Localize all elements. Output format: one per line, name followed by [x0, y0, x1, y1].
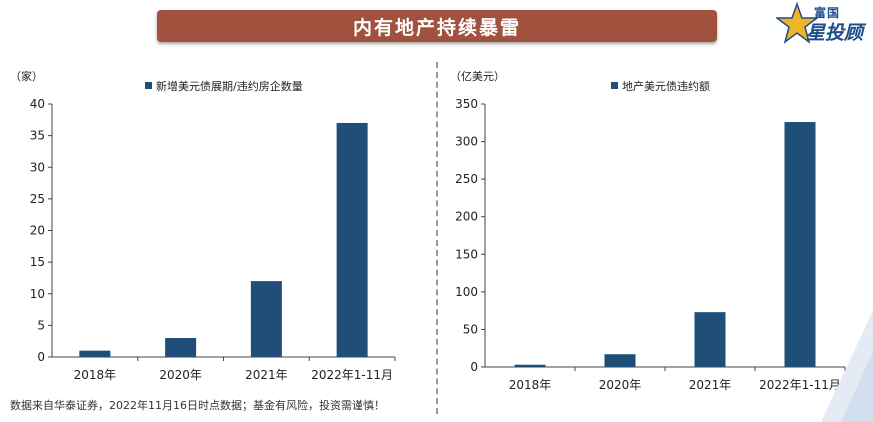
y-tick-label: 300	[455, 135, 478, 149]
y-tick-label: 100	[455, 285, 478, 299]
y-tick-label: 40	[30, 97, 45, 111]
decorative-shape	[821, 310, 873, 422]
legend-label: 地产美元债违约额	[622, 79, 710, 93]
x-tick-label: 2021年	[689, 378, 732, 392]
chart-left: （家） 新增美元债展期/违约房企数量 0 5 10 15 20 25 30 35 40 2018年 20…	[10, 69, 396, 382]
bar-2	[694, 312, 726, 367]
x-tick-label: 2018年	[509, 378, 552, 392]
logo-line2: 星投顾	[806, 22, 864, 44]
y-unit-label: （亿美元）	[450, 70, 505, 83]
x-tick-label: 2020年	[159, 368, 202, 382]
y-tick-label: 5	[37, 318, 45, 332]
bar-1	[604, 354, 636, 367]
y-tick-label: 35	[30, 129, 45, 143]
star-icon	[776, 2, 818, 44]
bar-0	[79, 350, 111, 357]
bar-3	[784, 122, 816, 367]
source-note: 数据来自华泰证券，2022年11月16日时点数据；基金有风险，投资需谨慎！	[10, 399, 385, 412]
x-tick-label: 2021年	[245, 368, 288, 382]
panel-divider	[436, 62, 438, 414]
legend-swatch	[145, 82, 152, 89]
y-tick-label: 200	[455, 210, 478, 224]
y-tick-label: 30	[30, 160, 45, 174]
bar-3	[336, 122, 368, 357]
y-tick-label: 350	[455, 97, 478, 111]
legend-swatch	[611, 82, 618, 89]
y-tick-label: 150	[455, 247, 478, 261]
x-tick-label: 2018年	[74, 368, 117, 382]
y-tick-label: 20	[30, 224, 45, 238]
y-tick-label: 250	[455, 172, 478, 186]
legend-label: 新增美元债展期/违约房企数量	[156, 79, 303, 93]
bar-2	[250, 281, 282, 357]
x-tick-label: 2022年1-11月	[759, 378, 841, 392]
bar-0	[514, 364, 546, 367]
x-tick-label: 2020年	[599, 378, 642, 392]
logo-line1: 富国	[814, 6, 841, 20]
y-unit-label: （家）	[10, 69, 43, 83]
y-tick-label: 10	[30, 287, 45, 301]
bar-1	[165, 338, 197, 357]
title-banner: 内有地产持续暴雷	[157, 10, 717, 42]
chart-right: （亿美元） 地产美元债违约额 0 50 100 150 200 250 300 350 2018年 2…	[450, 70, 846, 392]
brand-logo: 富国 星投顾	[776, 2, 868, 46]
x-tick-label: 2022年1-11月	[311, 368, 393, 382]
y-tick-label: 15	[30, 255, 45, 269]
y-tick-label: 50	[463, 322, 478, 336]
y-tick-label: 0	[37, 350, 45, 364]
y-tick-label: 0	[470, 360, 478, 374]
banner-title: 内有地产持续暴雷	[352, 16, 521, 39]
y-tick-label: 25	[30, 192, 45, 206]
